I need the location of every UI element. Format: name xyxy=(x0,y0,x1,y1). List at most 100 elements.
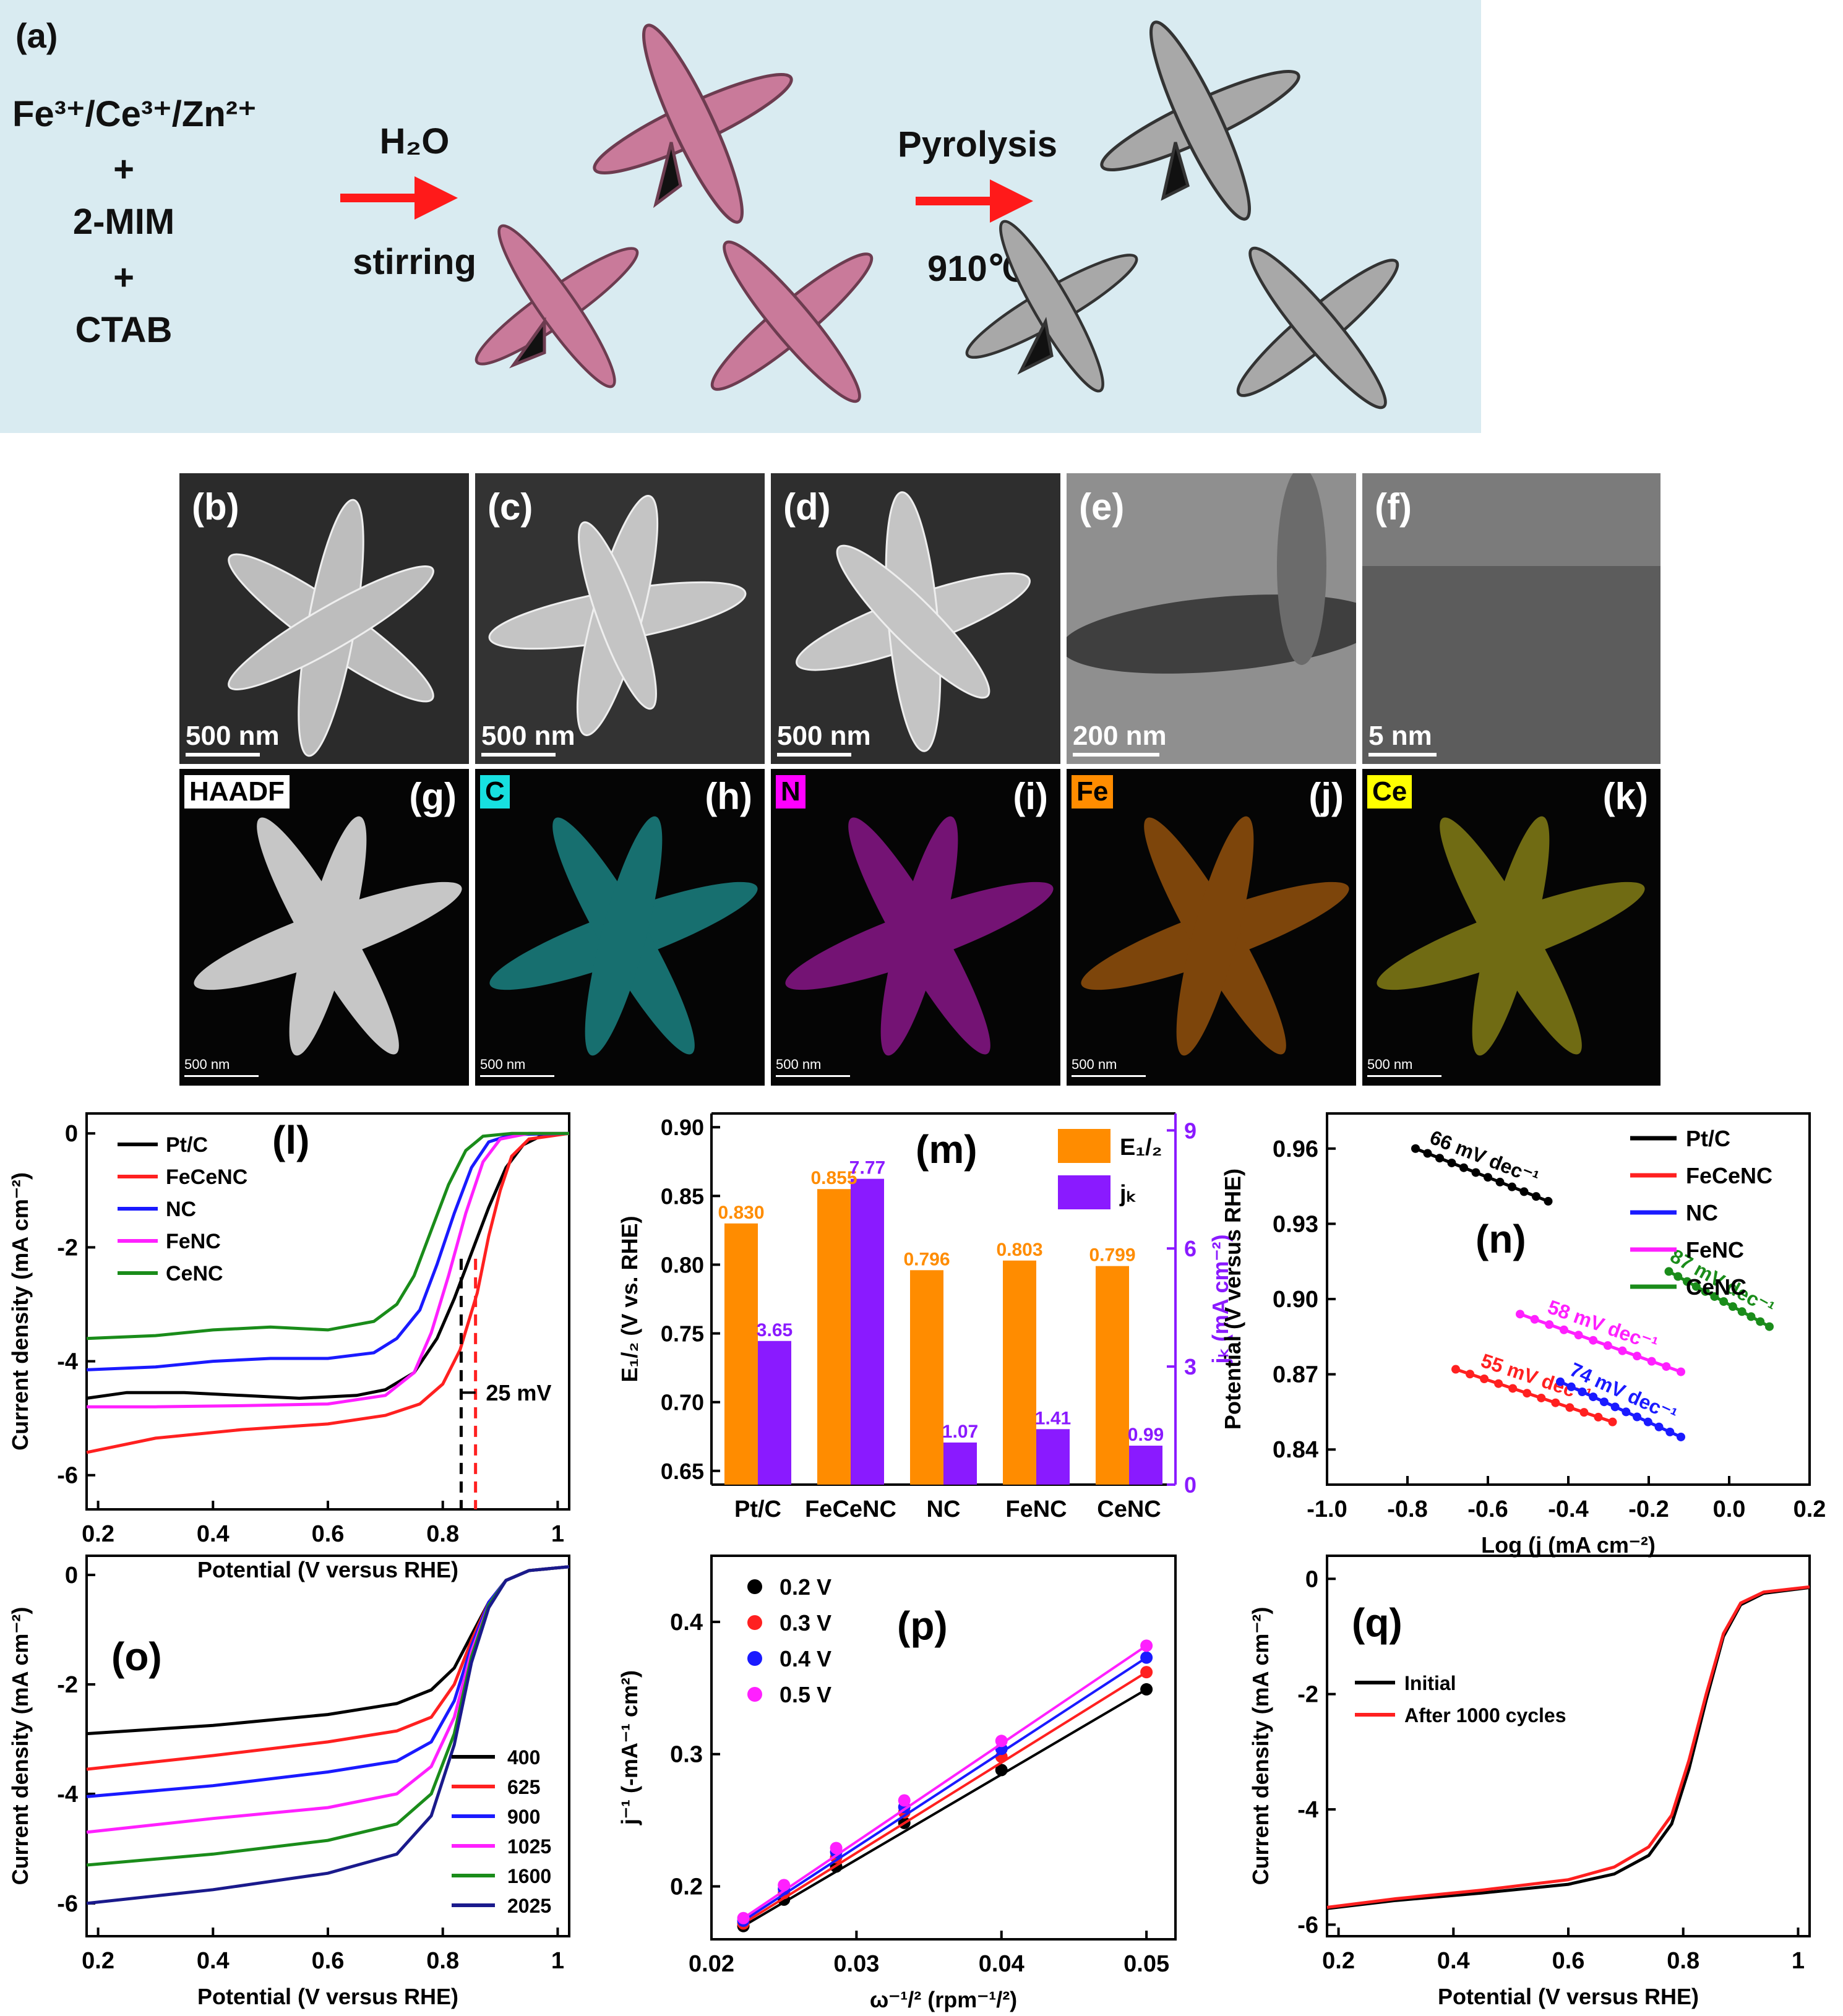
tafel-point xyxy=(1544,1196,1553,1206)
x-axis-label: Log (j (mA cm⁻²) xyxy=(1481,1532,1656,1558)
legend-label: FeNC xyxy=(1686,1237,1744,1263)
x-tick-label: 0.8 xyxy=(426,1521,459,1547)
scale-bar xyxy=(480,1075,554,1077)
panel-label-n: (n) xyxy=(1476,1217,1526,1261)
tafel-point xyxy=(1523,1389,1532,1398)
step2-label-pyrolysis: Pyrolysis xyxy=(898,124,1057,165)
micrograph-label-c: (c) xyxy=(488,486,533,528)
eds-map-h: C (h) 500 nm xyxy=(475,769,765,1086)
y-tick-label: 0.85 xyxy=(661,1183,704,1209)
arrow-right-icon-step2 xyxy=(916,179,1033,223)
element-tag: N xyxy=(776,775,806,809)
eds-panel-label: (k) xyxy=(1602,776,1648,817)
y2-axis-label: jₖ (mA cm⁻²) xyxy=(1208,1234,1233,1364)
step1-label-stirring: stirring xyxy=(353,242,476,282)
legend-label: Initial xyxy=(1404,1672,1456,1694)
x-tick-label: 0.2 xyxy=(1322,1948,1355,1974)
legend-swatch xyxy=(747,1579,762,1594)
y-tick-label: -6 xyxy=(57,1463,78,1489)
legend-label: CeNC xyxy=(166,1262,223,1285)
star-particles-illustration xyxy=(0,0,1481,433)
carbon-star-2 xyxy=(919,173,1185,433)
scale-bar-label-d: 500 nm xyxy=(777,721,871,751)
x-tick-label: -0.6 xyxy=(1467,1496,1508,1522)
y-tick-label: -6 xyxy=(57,1891,78,1917)
legend-label: jₖ xyxy=(1119,1181,1136,1207)
x-tick-label: 0.6 xyxy=(312,1521,345,1547)
tafel-point xyxy=(1423,1149,1432,1158)
tafel-point xyxy=(1756,1317,1765,1326)
eds-map-i: N (i) 500 nm xyxy=(771,769,1060,1086)
series-line-CeNC xyxy=(86,1131,569,1340)
tafel-point xyxy=(1719,1297,1729,1306)
legend-label: FeCeNC xyxy=(166,1165,247,1189)
y-tick-label: 0.90 xyxy=(1273,1287,1318,1313)
legend-swatch xyxy=(1058,1175,1111,1209)
tafel-point xyxy=(1665,1427,1675,1436)
eds-map-g: HAADF (g) 500 nm xyxy=(179,769,469,1086)
tafel-point xyxy=(1599,1397,1609,1407)
scale-bar-d xyxy=(777,753,851,757)
legend-swatch xyxy=(747,1687,762,1702)
scale-bar-label: 500 nm xyxy=(480,1057,526,1072)
mof-star-2 xyxy=(421,171,693,433)
tafel-point xyxy=(1594,1412,1603,1422)
tafel-point xyxy=(1737,1307,1746,1316)
scale-bar-f xyxy=(1368,753,1437,757)
y-tick-label: 0.75 xyxy=(661,1321,704,1347)
x-tick-label: 0.6 xyxy=(312,1948,345,1974)
legend-label: 0.4 V xyxy=(780,1646,831,1671)
hrtem-texture-f xyxy=(1362,473,1660,764)
bar-label-jk: 1.41 xyxy=(1035,1408,1071,1428)
kl-point xyxy=(1140,1666,1153,1679)
sem-image-c: (c) 500 nm xyxy=(475,473,765,764)
tafel-point xyxy=(1673,1272,1683,1281)
surfactant-ctab: CTAB xyxy=(75,310,173,350)
x-tick-label: 0.8 xyxy=(426,1948,459,1974)
tafel-point xyxy=(1643,1417,1652,1426)
scale-bar xyxy=(1367,1075,1441,1077)
bar-label-jk: 0.99 xyxy=(1128,1425,1164,1445)
scale-bar-b xyxy=(186,753,260,757)
bar-label-e12: 0.799 xyxy=(1089,1245,1135,1266)
tem-image-e: (e) 200 nm xyxy=(1067,473,1356,764)
bar-jk xyxy=(1036,1429,1070,1485)
kl-point xyxy=(1140,1651,1153,1664)
y-axis-label: Current density (mA cm⁻²) xyxy=(1248,1607,1273,1885)
sem-star-illustration-d xyxy=(771,473,1060,764)
legend-label: Pt/C xyxy=(166,1133,208,1157)
y-tick-label: -6 xyxy=(1297,1912,1318,1938)
kl-point xyxy=(1140,1683,1153,1696)
micrograph-label-e: (e) xyxy=(1079,486,1125,528)
legend-label: 900 xyxy=(507,1806,540,1828)
kl-fit-0.3 V xyxy=(742,1671,1148,1925)
x-tick-label: 0.4 xyxy=(197,1521,230,1547)
kl-point xyxy=(1140,1639,1153,1652)
y-tick-label: 0 xyxy=(65,1121,78,1147)
legend-swatch xyxy=(747,1651,762,1666)
tafel-point xyxy=(1508,1384,1518,1393)
bar-e12 xyxy=(1096,1266,1129,1485)
tafel-point xyxy=(1435,1154,1444,1163)
bar-label-jk: 3.65 xyxy=(757,1320,793,1340)
tafel-point xyxy=(1530,1315,1539,1324)
plot-frame xyxy=(85,1555,570,1937)
sem-image-b: (b) 500 nm xyxy=(179,473,469,764)
micrograph-label-b: (b) xyxy=(192,486,239,528)
kl-point xyxy=(778,1879,791,1892)
kl-point xyxy=(995,1764,1008,1777)
tafel-point xyxy=(1647,1357,1656,1366)
tafel-point xyxy=(1677,1432,1685,1441)
x-tick-label: 0.2 xyxy=(82,1521,114,1547)
tafel-point xyxy=(1677,1367,1685,1376)
y-axis-label: Potential (V versus RHE) xyxy=(1220,1169,1245,1430)
x-tick-label: 0.04 xyxy=(979,1951,1025,1977)
tafel-slope-label: 58 mV dec⁻¹ xyxy=(1545,1295,1660,1355)
bar-e12 xyxy=(910,1270,943,1485)
scale-bar-label-f: 5 nm xyxy=(1368,721,1432,751)
y-tick-label: 0 xyxy=(1305,1566,1318,1592)
plot-frame xyxy=(710,1555,1177,1941)
bar-e12 xyxy=(724,1223,758,1485)
x-axis-label: Potential (V versus RHE) xyxy=(1438,1984,1699,2009)
chart-n: -1.0 -0.8 -0.6 -0.4 -0.2 0.0 0.2 0.84 0.87 0.90 0.… xyxy=(1220,1112,1826,1558)
